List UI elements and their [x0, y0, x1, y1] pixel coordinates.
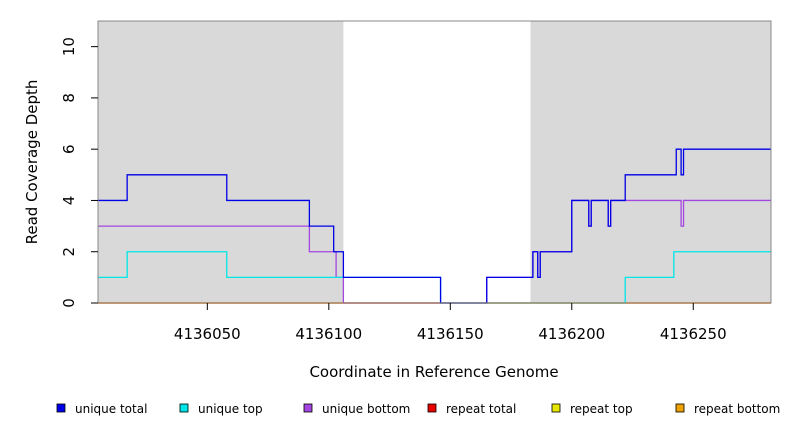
x-tick-label: 4136150 [417, 325, 484, 343]
legend-label: repeat top [570, 402, 633, 416]
plot-frame [97, 20, 772, 304]
legend-swatch [675, 403, 685, 413]
legend-swatch [551, 403, 561, 413]
y-tick-label: 10 [60, 37, 78, 56]
x-axis-title: Coordinate in Reference Genome [309, 363, 558, 381]
legend-entry-unique-top: unique top [179, 402, 263, 416]
x-tick-label: 4136100 [295, 325, 362, 343]
legend-entry-unique-total: unique total [56, 402, 147, 416]
x-tick-label: 4136050 [174, 325, 241, 343]
legend-label: repeat total [446, 402, 516, 416]
y-tick-label: 0 [60, 298, 78, 308]
y-tick-label: 6 [60, 144, 78, 154]
series-line-unique-total [98, 148, 771, 304]
legend: unique total unique top unique bottom repea… [56, 402, 780, 416]
y-axis-title: Read Coverage Depth [23, 80, 41, 245]
legend-label: repeat bottom [694, 402, 780, 416]
legend-swatch [179, 403, 189, 413]
x-tick-label: 4136250 [660, 325, 727, 343]
legend-label: unique bottom [322, 402, 410, 416]
legend-swatch [427, 403, 437, 413]
y-tick-label: 2 [60, 247, 78, 257]
legend-entry-repeat-bottom: repeat bottom [675, 402, 780, 416]
legend-swatch [56, 403, 66, 413]
y-axis: 0 2 4 6 8 10 [60, 37, 98, 308]
y-tick-label: 8 [60, 93, 78, 103]
legend-entry-repeat-top: repeat top [551, 402, 633, 416]
shaded-region-2 [530, 21, 771, 303]
shaded-region-1 [98, 21, 344, 303]
legend-label: unique total [75, 402, 147, 416]
x-tick-label: 4136200 [538, 325, 605, 343]
legend-entry-unique-bottom: unique bottom [303, 402, 410, 416]
shaded-regions [98, 21, 771, 303]
y-tick-label: 4 [60, 196, 78, 206]
legend-swatch [303, 403, 313, 413]
legend-entry-repeat-total: repeat total [427, 402, 516, 416]
x-axis: 4136050 4136100 4136150 4136200 4136250 [174, 303, 727, 343]
legend-label: unique top [198, 402, 263, 416]
